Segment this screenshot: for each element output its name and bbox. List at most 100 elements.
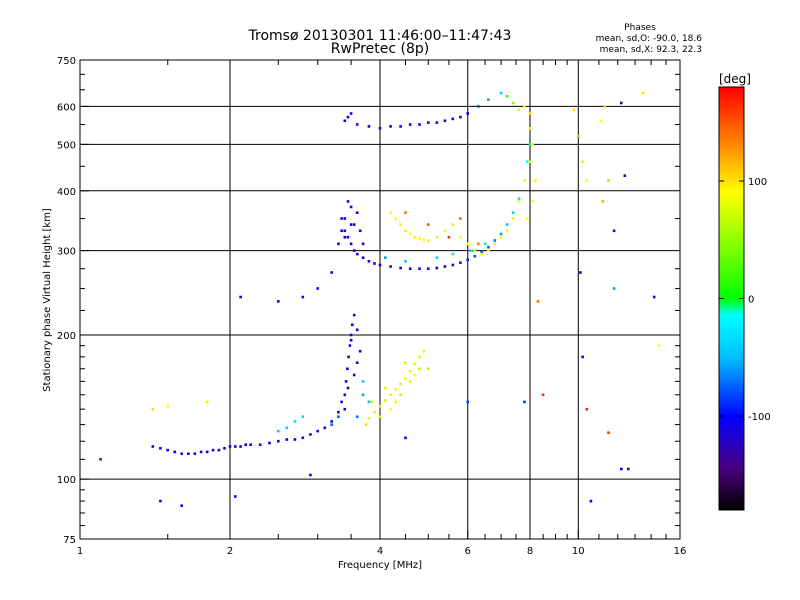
data-point: [427, 239, 430, 242]
data-point: [358, 349, 362, 353]
data-point: [589, 499, 593, 503]
data-point: [367, 417, 371, 420]
data-point: [285, 426, 289, 430]
data-point: [480, 250, 483, 254]
data-point: [367, 260, 371, 263]
data-point: [199, 450, 203, 454]
data-point: [346, 386, 350, 390]
data-point: [466, 400, 469, 404]
data-point: [641, 91, 645, 95]
data-point: [394, 217, 397, 220]
data-point: [234, 495, 237, 498]
data-point: [466, 112, 469, 115]
data-point: [473, 249, 477, 252]
data-point: [301, 295, 305, 299]
data-point: [378, 127, 382, 130]
minor-ticks: [80, 60, 680, 539]
data-point: [367, 125, 371, 128]
data-point: [408, 232, 412, 236]
y-axis-ticks: 75 100 200 300 400 500 600 750: [57, 56, 89, 546]
data-point: [477, 105, 480, 108]
data-point: [528, 112, 532, 115]
data-point: [343, 229, 347, 233]
data-point: [166, 404, 169, 408]
data-point: [612, 287, 616, 290]
data-point: [517, 200, 521, 203]
data-point: [384, 256, 387, 259]
data-point: [349, 112, 353, 115]
data-point: [394, 400, 397, 404]
data-point: [523, 105, 526, 108]
data-point: [536, 300, 540, 303]
data-point: [352, 223, 356, 226]
data-point: [316, 287, 319, 290]
data-point: [309, 473, 312, 477]
data-point: [293, 420, 297, 423]
colorbar-ticks: 100 0 -100: [719, 177, 771, 423]
data-point: [459, 217, 462, 220]
data-point: [447, 235, 451, 239]
data-point: [487, 249, 490, 252]
data-point: [399, 223, 402, 226]
data-point: [361, 242, 365, 246]
data-point: [528, 127, 532, 130]
data-point: [258, 443, 262, 446]
data-point: [378, 263, 382, 267]
data-point: [505, 223, 509, 226]
data-point: [337, 415, 340, 418]
data-point: [627, 467, 630, 471]
data-point: [418, 267, 421, 270]
y-axis-label: Stationary phase Virtual Height [km]: [42, 208, 53, 392]
data-point: [343, 407, 347, 411]
y-tick-label: 75: [63, 535, 76, 546]
data-point: [427, 121, 430, 124]
data-point: [404, 211, 407, 214]
data-point: [180, 452, 183, 455]
data-point: [418, 355, 421, 359]
data-point: [585, 407, 589, 411]
data-points: [99, 91, 660, 507]
data-point: [394, 388, 397, 391]
colorbar-tick-label: 100: [748, 177, 767, 188]
data-point: [309, 433, 312, 436]
data-point: [268, 441, 271, 445]
data-point: [205, 450, 209, 454]
data-point: [422, 349, 426, 353]
data-point: [511, 211, 515, 214]
data-point: [585, 179, 589, 182]
data-point: [378, 415, 382, 418]
data-point: [323, 426, 327, 430]
data-point: [277, 439, 280, 443]
data-point: [346, 200, 350, 203]
data-point: [346, 367, 349, 371]
data-point: [277, 429, 280, 433]
data-point: [505, 229, 509, 233]
data-point: [301, 436, 305, 440]
x-tick-label: 4: [377, 546, 383, 557]
data-point: [451, 117, 455, 121]
y-tick-label: 500: [57, 140, 76, 151]
y-tick-label: 400: [57, 187, 76, 198]
data-point: [528, 143, 532, 146]
y-tick-label: 100: [57, 475, 76, 486]
data-point: [511, 101, 515, 105]
data-point: [340, 229, 343, 233]
data-point: [187, 452, 190, 455]
data-point: [466, 242, 469, 246]
data-point: [355, 328, 359, 332]
data-point: [399, 266, 402, 270]
data-point: [427, 367, 430, 371]
data-point: [499, 232, 503, 236]
data-point: [352, 313, 356, 317]
data-point: [352, 249, 356, 252]
data-point: [349, 338, 353, 342]
data-point: [470, 249, 473, 252]
x-tick-label: 6: [465, 546, 471, 557]
data-point: [443, 119, 447, 123]
data-point: [427, 223, 430, 226]
data-point: [404, 260, 407, 263]
data-point: [343, 393, 347, 397]
data-point: [180, 504, 183, 507]
data-point: [330, 271, 333, 274]
data-point: [355, 252, 359, 256]
